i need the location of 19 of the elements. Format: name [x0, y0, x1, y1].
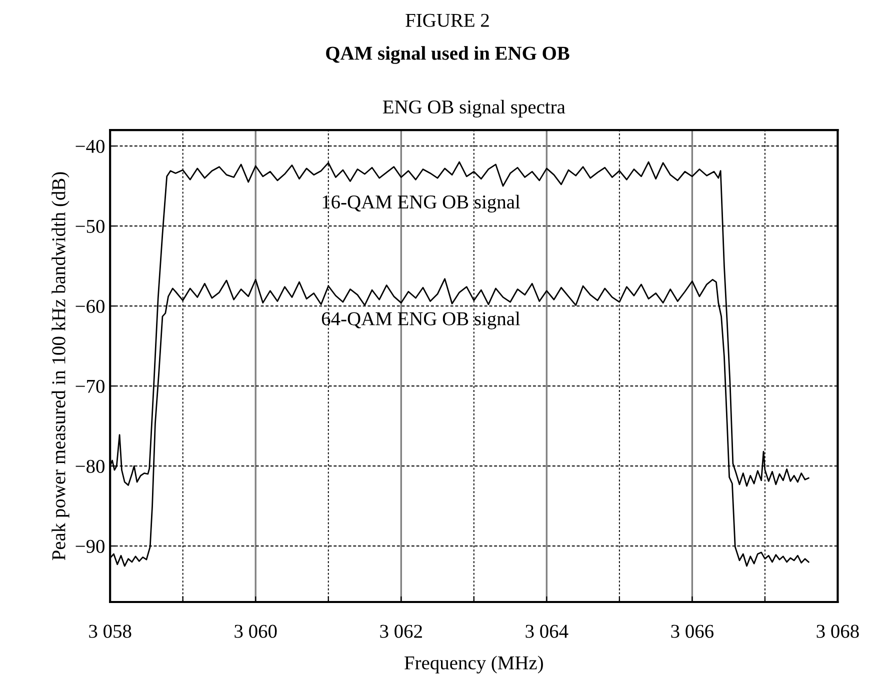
series-label: 16-QAM ENG OB signal [322, 194, 520, 213]
x-tick-label: 3 064 [526, 624, 568, 638]
series-label: 64-QAM ENG OB signal [322, 312, 520, 330]
x-tick-label: 3 062 [380, 624, 422, 638]
y-tick-label: −80 [76, 460, 104, 473]
x-tick-label: 3 066 [671, 624, 714, 638]
y-tick-label: −70 [76, 380, 104, 393]
x-tick-label: 3 060 [234, 624, 277, 638]
chart-title: QAM signal used in ENG OB [326, 46, 570, 64]
y-tick-label: −90 [76, 540, 104, 553]
y-tick-label: −40 [76, 140, 104, 153]
y-tick-label: −60 [76, 300, 104, 313]
x-tick-label: 3 058 [89, 624, 132, 638]
x-tick-label: 3 068 [816, 624, 859, 638]
x-axis-title: Frequency (MHz) [404, 656, 543, 674]
chart-subtitle: ENG OB signal spectra [382, 100, 566, 118]
caption: FIGURE 2 [406, 14, 489, 27]
y-tick-label: −50 [76, 220, 104, 233]
y-axis-title: Peak power measured in 100 kHz bandwidth (dB) [52, 172, 70, 560]
